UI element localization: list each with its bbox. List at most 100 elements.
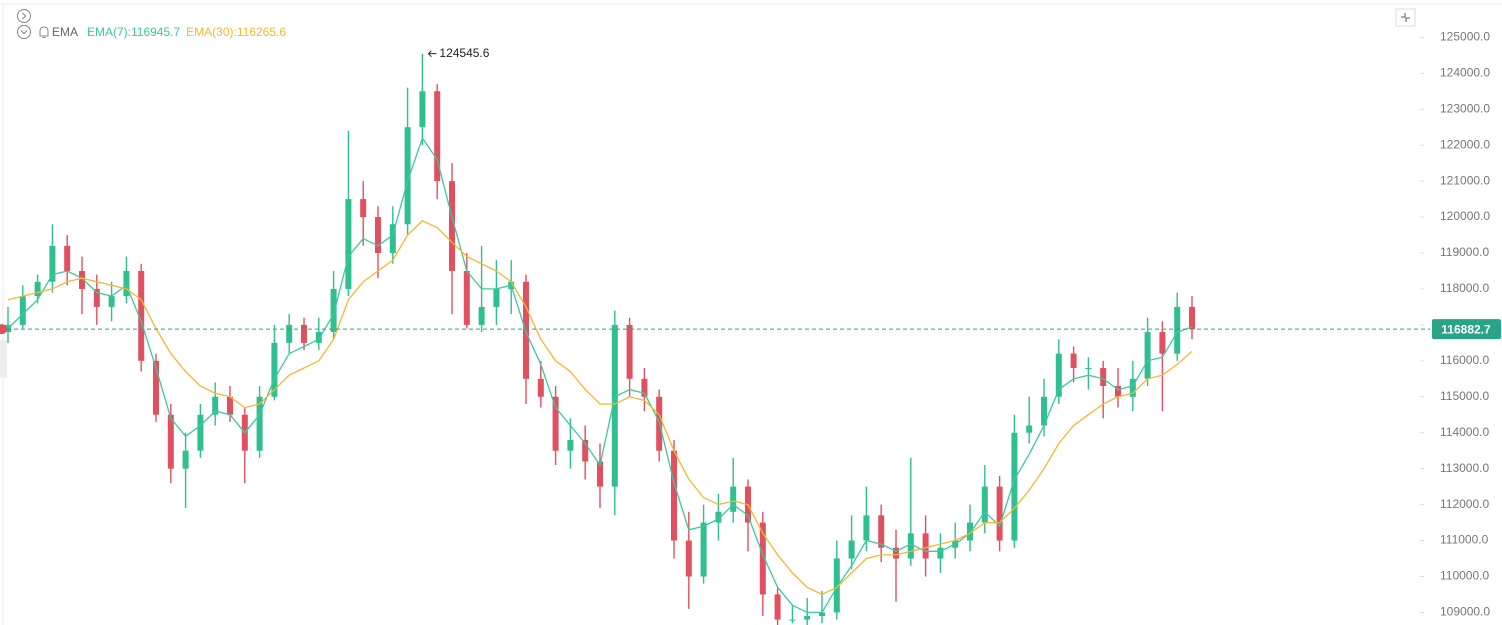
candle-body — [878, 515, 885, 548]
candle-body — [967, 522, 973, 541]
candle-body — [671, 450, 677, 541]
candle-body — [1129, 378, 1136, 397]
candle-body — [819, 612, 825, 617]
y-tick-label: 116000.0 — [1440, 353, 1489, 367]
candle-body — [597, 461, 603, 487]
y-tick-label: 111000.0 — [1440, 533, 1489, 547]
candle-body — [419, 91, 426, 128]
y-tick-label: 124000.0 — [1440, 65, 1490, 79]
icon[interactable] — [17, 9, 31, 23]
legend-entry: EMA(30):116265.6 — [186, 25, 286, 39]
candle-body — [567, 439, 574, 451]
candle-body — [93, 288, 100, 307]
candle-body — [315, 332, 322, 343]
side-handle[interactable] — [0, 340, 7, 378]
indicator-toggle[interactable] — [17, 25, 31, 39]
plot-area: 109000.0 110000.0 111000.0 112000.0 113000.0… — [0, 30, 1501, 625]
candle-body — [1189, 306, 1195, 330]
candle-body — [700, 522, 707, 577]
candle-body — [537, 378, 544, 397]
button-frame[interactable] — [1395, 8, 1416, 27]
candle-body — [996, 486, 1003, 541]
candle-body — [1100, 368, 1107, 386]
icon[interactable] — [17, 25, 31, 39]
candle-body — [256, 396, 263, 451]
candle-body — [552, 396, 559, 451]
alert-icon[interactable] — [39, 26, 49, 38]
candle-body — [360, 199, 367, 218]
collapse-button[interactable] — [17, 9, 31, 23]
candle-body — [463, 270, 470, 325]
candle-body — [227, 396, 233, 415]
candle-body — [1026, 425, 1033, 433]
candle-body — [833, 558, 840, 613]
candle-body — [79, 270, 85, 289]
candle-body — [34, 281, 41, 297]
candle-body — [493, 288, 500, 307]
y-tick-label: 120000.0 — [1440, 209, 1490, 223]
icon[interactable] — [1401, 13, 1410, 22]
last-price-tag — [1432, 319, 1501, 340]
candle-body — [449, 181, 455, 271]
candle-body — [863, 515, 870, 541]
candle-body — [582, 439, 589, 462]
y-tick-label: 122000.0 — [1440, 137, 1490, 151]
candle-body — [212, 396, 219, 415]
candle-body — [153, 360, 159, 415]
candle-body — [375, 217, 381, 253]
candle-body — [286, 324, 293, 343]
candle-body — [108, 296, 115, 307]
last-price-marker — [0, 324, 7, 335]
candle-body — [345, 199, 352, 289]
candle-body — [937, 547, 944, 559]
candle-body — [182, 450, 189, 469]
y-tick-label: 113000.0 — [1440, 461, 1489, 475]
candle-body — [893, 547, 899, 559]
candle-body — [611, 324, 618, 487]
candle-body — [626, 324, 633, 379]
candle-body — [167, 414, 174, 469]
candle-body — [197, 414, 204, 451]
candle-body — [404, 127, 411, 225]
candle-body — [389, 224, 396, 253]
candle-body — [922, 533, 929, 559]
candle-body — [301, 324, 307, 343]
candle-body — [123, 270, 130, 297]
candle-body — [730, 486, 737, 512]
candle-body — [1041, 396, 1047, 426]
candle-body — [19, 296, 26, 325]
candle-body — [848, 540, 855, 559]
candle-body — [1055, 353, 1062, 397]
y-tick-label: 112000.0 — [1440, 497, 1489, 511]
fullscreen-button[interactable] — [1395, 8, 1416, 27]
candle-body — [789, 619, 796, 621]
y-tick-label: 125000.0 — [1440, 30, 1490, 44]
candle-body — [907, 533, 914, 559]
high-label: 124545.6 — [439, 46, 489, 60]
y-tick-label: 110000.0 — [1440, 569, 1489, 583]
icon[interactable] — [20, 30, 28, 35]
candle-body — [1070, 353, 1077, 369]
candle-body — [804, 616, 811, 620]
candle-body — [759, 522, 766, 595]
candle-body — [1174, 306, 1181, 354]
icon[interactable] — [22, 12, 27, 20]
candle-body — [330, 288, 337, 333]
y-tick-label: 123000.0 — [1440, 101, 1490, 115]
annotation-arrow — [428, 50, 437, 58]
legend-entry: EMA(7):116945.7 — [87, 25, 180, 39]
candle-body — [49, 245, 56, 282]
candle-body — [1159, 332, 1166, 354]
y-tick-label: 109000.0 — [1440, 605, 1490, 619]
candle-body — [1144, 332, 1151, 379]
candle-body — [641, 378, 648, 397]
y-tick-label: 121000.0 — [1440, 173, 1490, 187]
ema-line — [7, 219, 1193, 596]
y-tick-label: 119000.0 — [1440, 245, 1489, 259]
y-tick-label: 118000.0 — [1440, 281, 1489, 295]
ema-line — [7, 136, 1193, 614]
y-tick-label: 114000.0 — [1440, 425, 1489, 439]
candle-body — [774, 594, 781, 620]
